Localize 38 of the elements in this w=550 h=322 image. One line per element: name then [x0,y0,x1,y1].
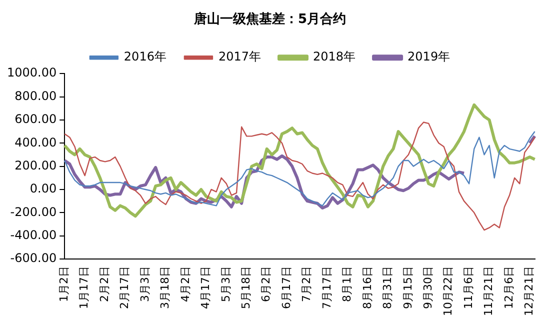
x-tick-label: 8月31日 [381,266,394,310]
x-tick-label: 1月2日 [57,266,70,302]
y-tick-label: 800.00 [14,88,57,103]
chart-title: 唐山一级焦基差：5月合约 [192,11,346,28]
x-tick-label: 1月17日 [78,266,91,310]
x-tick-label: 8月1日 [340,266,354,302]
x-tick-label: 3月3日 [138,266,152,302]
y-tick-label: 200.00 [14,158,57,172]
x-tick-label: 6月17日 [280,266,293,310]
legend-label: 2019年 [408,50,450,64]
y-tick-label: 400.00 [14,135,57,150]
y-tick-label: -400.00 [10,228,57,242]
x-tick-label: 10月22日 [442,266,455,316]
x-tick-label: 2月17日 [118,266,132,310]
y-tick-label: 0.00 [30,182,57,196]
y-tick-label: -200.00 [10,204,57,219]
x-tick-label: 9月15日 [401,266,414,310]
x-tick-label: 3月18日 [158,266,172,310]
x-tick-label: 12月21日 [522,266,536,316]
x-tick-label: 8月16日 [360,266,374,310]
x-tick-label: 11月6日 [462,266,475,310]
y-tick-label: 1000.00 [7,66,57,80]
x-tick-label: 5月18日 [239,266,252,310]
x-tick-label: 7月17日 [320,266,334,310]
x-tick-label: 7月2日 [300,266,314,302]
y-tick-label: 600.00 [14,112,57,126]
x-tick-label: 6月2日 [260,266,273,302]
y-tick-label: -600.00 [10,251,57,266]
x-tick-label: 4月2日 [178,266,192,302]
x-tick-label: 5月3日 [219,266,232,302]
legend-label: 2018年 [313,50,356,64]
legend-label: 2016年 [124,50,166,64]
x-tick-label: 4月17日 [199,266,212,310]
x-tick-label: 9月30日 [421,266,434,310]
legend-label: 2017年 [218,50,262,64]
x-tick-label: 2月2日 [98,266,111,302]
x-tick-label: 12月6日 [502,266,516,310]
x-tick-label: 11月21日 [482,266,496,316]
